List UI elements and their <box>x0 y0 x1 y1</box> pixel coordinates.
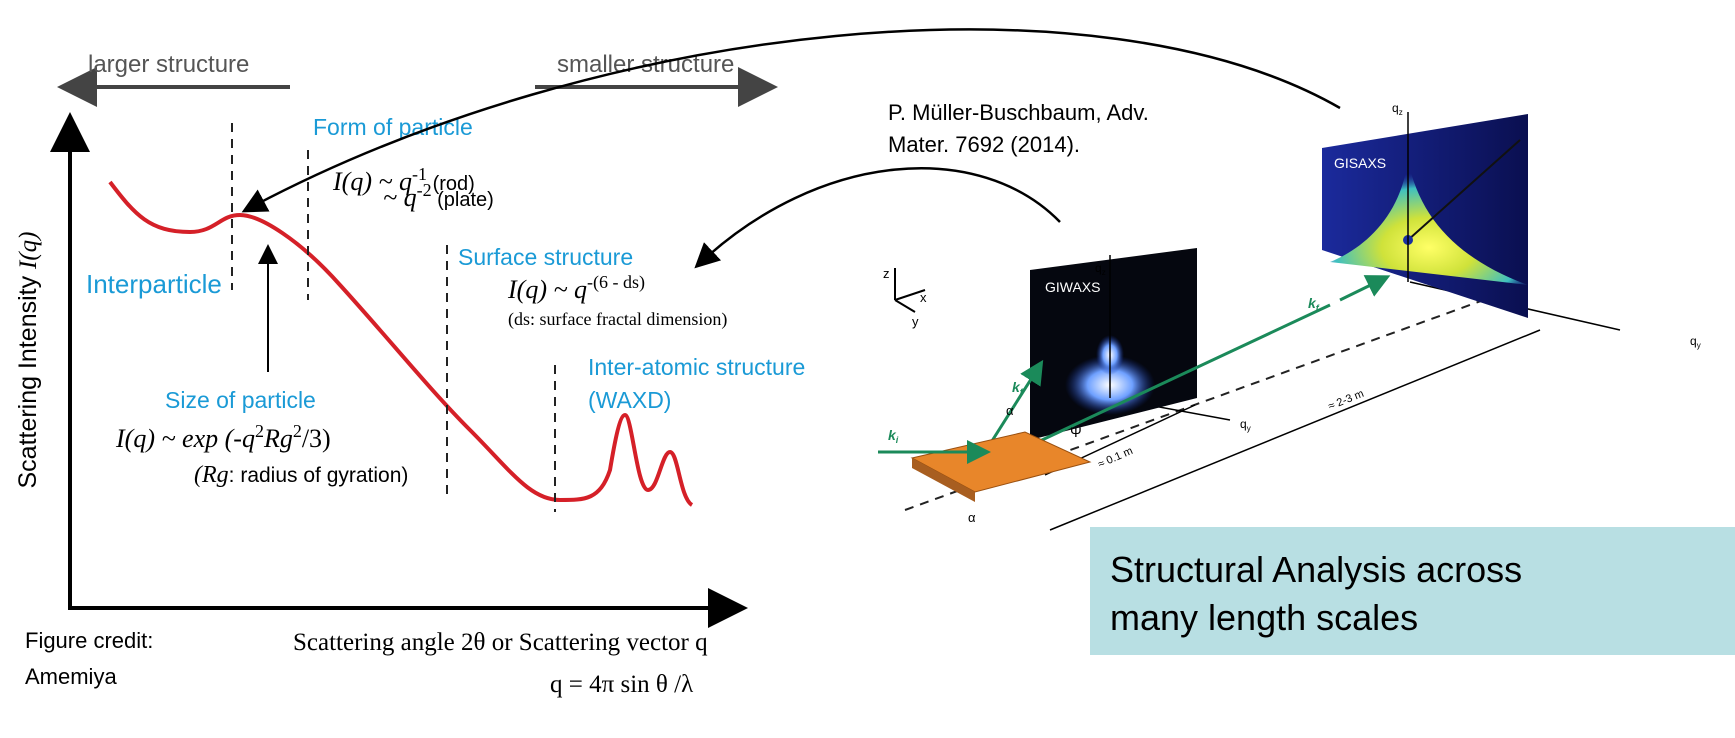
heading: Interparticle <box>86 269 222 299</box>
axis-label: qy <box>1690 334 1701 350</box>
label: larger structure <box>88 51 249 78</box>
slide: larger structure smaller structure Scatt… <box>0 0 1735 738</box>
vector-label: kf <box>1308 295 1320 313</box>
scattering-curve <box>110 182 692 505</box>
axis-label: Scattering angle 2θ or Scattering vector… <box>293 629 708 656</box>
heading: Form of particle <box>313 114 473 140</box>
heading: (WAXD) <box>588 387 671 413</box>
axis-label: qz <box>1392 101 1403 117</box>
heading: Size of particle <box>165 387 316 413</box>
note: (Rg: radius of gyration) <box>194 462 408 488</box>
citation: P. Müller-Buschbaum, Adv. <box>888 100 1149 125</box>
angle-label: α <box>1006 403 1014 418</box>
vector-label: kf <box>1012 379 1024 397</box>
right-figure: P. Müller-Buschbaum, Adv. Mater. 7692 (2… <box>878 100 1701 530</box>
axis-label: qy <box>1240 417 1251 433</box>
axis-label: q = 4π sin θ /λ <box>550 671 693 698</box>
vector-label: ki <box>888 427 899 445</box>
angle-label: α <box>968 510 976 525</box>
panel-label: GISAXS <box>1334 155 1386 171</box>
left-figure: larger structure smaller structure Scatt… <box>14 51 805 698</box>
credit: Figure credit: <box>25 628 153 653</box>
formula: I(q) ~ exp (-q2Rg2/3) <box>115 421 331 453</box>
credit: Amemiya <box>25 664 117 689</box>
beam <box>1340 278 1385 300</box>
sample <box>912 432 1090 492</box>
formula: I(q) ~ q-(6 - ds) <box>507 272 645 304</box>
panel-label: GIWAXS <box>1045 279 1101 295</box>
citation: Mater. 7692 (2014). <box>888 132 1080 157</box>
axis-label: y <box>912 314 919 329</box>
heading: Surface structure <box>458 244 633 270</box>
axis-line <box>895 300 915 312</box>
axis-label: x <box>920 290 927 305</box>
axis-label: Scattering Intensity I(q) <box>14 231 42 488</box>
caption: Structural Analysis across <box>1110 549 1522 590</box>
heading: Inter-atomic structure <box>588 354 805 380</box>
angle-label: Ψ <box>1070 424 1082 440</box>
connector-arrow <box>698 168 1060 265</box>
caption: many length scales <box>1110 597 1418 638</box>
note: (ds: surface fractal dimension) <box>508 309 727 330</box>
axis-label: z <box>883 266 890 281</box>
